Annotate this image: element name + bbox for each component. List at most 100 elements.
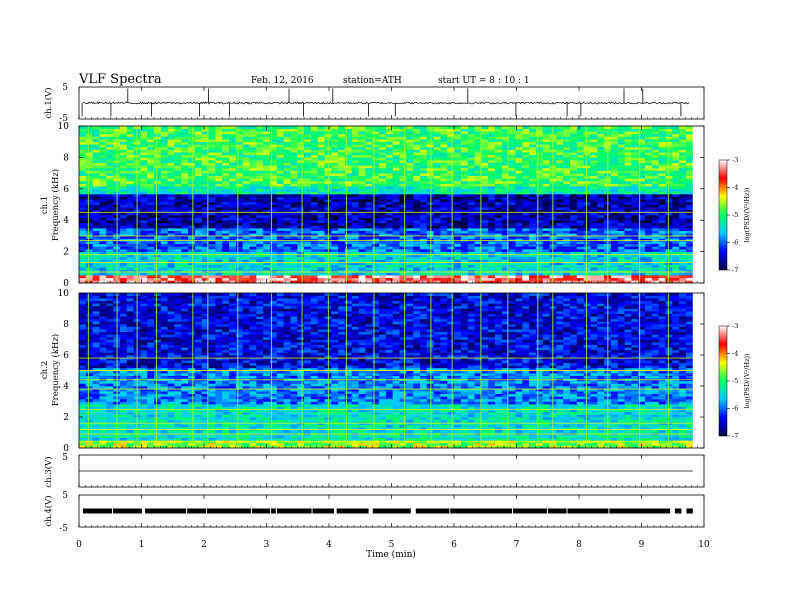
spectrogram-cell xyxy=(542,241,550,245)
spectrogram-cell xyxy=(147,241,155,245)
spectrogram-cell xyxy=(249,246,257,250)
spectrogram-cell xyxy=(658,165,666,169)
spectrogram-cell xyxy=(269,235,278,239)
spectrogram-cell xyxy=(242,209,250,213)
spectrogram-cell xyxy=(276,209,284,213)
spectrogram-cell xyxy=(194,149,203,153)
spectrogram-cell xyxy=(679,157,687,161)
spectrogram-cell xyxy=(119,199,128,203)
spectrogram-cell xyxy=(433,204,441,208)
spectrogram-cell xyxy=(181,167,189,171)
spectrogram-cell xyxy=(208,194,216,197)
spectrogram-cell xyxy=(685,188,694,192)
spectrogram-cell xyxy=(392,146,400,150)
spectrogram-cell xyxy=(310,248,318,252)
spectrogram-cell xyxy=(570,209,578,213)
spectrogram-cell xyxy=(208,246,216,250)
spectrogram-cell xyxy=(242,230,250,234)
spectrogram-cell xyxy=(297,272,305,276)
spectrogram-cell xyxy=(685,160,694,163)
spectrogram-cell xyxy=(494,217,503,221)
spectrogram-cell xyxy=(419,280,428,284)
spectrogram-cell xyxy=(160,238,168,242)
spectrogram-cell xyxy=(249,217,257,221)
spectrogram-cell xyxy=(269,207,278,211)
spectrogram-cell xyxy=(447,214,455,218)
spectrogram-cell xyxy=(447,146,455,150)
spectrogram-cell xyxy=(508,199,516,203)
spectrogram-cell xyxy=(126,251,134,255)
spectrogram-cell xyxy=(147,165,155,169)
spectrogram-cell xyxy=(419,275,428,279)
spectrogram-cell xyxy=(665,243,673,247)
spectrogram-cell xyxy=(447,225,455,229)
spectrogram-cell xyxy=(229,152,237,156)
spectrogram-cell xyxy=(106,228,114,231)
spectrogram-cell xyxy=(269,204,278,208)
spectrogram-cell xyxy=(385,235,393,239)
spectrogram-cell xyxy=(85,178,93,182)
spectrogram-cell xyxy=(276,233,284,237)
spectrogram-cell xyxy=(392,162,400,166)
spectrogram-cell xyxy=(229,180,237,184)
spectrogram-cell xyxy=(263,183,271,187)
spectrogram-cell xyxy=(460,230,469,234)
spectrogram-cell xyxy=(631,146,639,150)
spectrogram-cell xyxy=(317,157,325,161)
spectrogram-cell xyxy=(460,149,469,153)
spectrogram-cell xyxy=(106,162,114,166)
spectrogram-cell xyxy=(488,228,496,231)
spectrogram-cell xyxy=(481,160,489,163)
spectrogram-cell xyxy=(515,207,523,211)
spectrogram-cell xyxy=(624,269,632,273)
spectrogram-cell xyxy=(672,241,680,245)
spectrogram-cell xyxy=(372,207,380,211)
spectrogram-cell xyxy=(126,272,134,276)
spectrogram-cell xyxy=(645,144,653,148)
spectrogram-cell xyxy=(147,167,155,171)
spectrogram-cell xyxy=(229,267,237,271)
spectrogram-cell xyxy=(106,254,114,258)
spectrogram-cell xyxy=(535,173,544,177)
spectrogram-cell xyxy=(79,136,87,140)
spectrogram-cell xyxy=(645,162,653,166)
spectrogram-cell xyxy=(85,209,93,213)
spectrogram-cell xyxy=(194,248,203,252)
spectrogram-cell xyxy=(85,238,93,242)
spectrogram-cell xyxy=(290,241,298,245)
spectrogram-cell xyxy=(617,233,625,237)
spectrogram-cell xyxy=(522,139,530,142)
spectrogram-cell xyxy=(406,209,414,213)
spectrogram-cell xyxy=(106,246,114,250)
spectrogram-cell xyxy=(672,254,680,258)
spectrogram-cell xyxy=(529,262,537,265)
spectrogram-cell xyxy=(222,214,230,218)
spectrogram-cell xyxy=(194,267,203,271)
spectrogram-cell xyxy=(419,246,428,250)
spectrogram-cell xyxy=(154,264,162,268)
spectrogram-cell xyxy=(242,180,250,184)
spectrogram-cell xyxy=(515,228,523,231)
spectrogram-cell xyxy=(542,259,550,263)
spectrogram-cell xyxy=(126,217,134,221)
spectrogram-cell xyxy=(160,175,168,179)
spectrogram-cell xyxy=(529,235,537,239)
spectrogram-cell xyxy=(242,222,250,226)
spectrogram-cell xyxy=(645,207,653,211)
spectrogram-cell xyxy=(631,167,639,171)
spectrogram-cell xyxy=(338,141,346,145)
spectrogram-cell xyxy=(160,207,168,211)
spectrogram-cell xyxy=(317,251,325,255)
spectrogram-cell xyxy=(399,160,407,163)
spectrogram-cell xyxy=(556,214,564,218)
spectrogram-cell xyxy=(222,259,230,263)
spectrogram-cell xyxy=(447,238,455,242)
spectrogram-cell xyxy=(263,194,271,197)
spectrogram-cell xyxy=(106,241,114,245)
spectrogram-cell xyxy=(235,254,243,258)
spectrogram-cell xyxy=(590,165,598,169)
spectrogram-cell xyxy=(181,136,189,140)
spectrogram-cell xyxy=(529,144,537,148)
spectrogram-cell xyxy=(119,194,128,197)
spectrogram-cell xyxy=(174,183,182,187)
